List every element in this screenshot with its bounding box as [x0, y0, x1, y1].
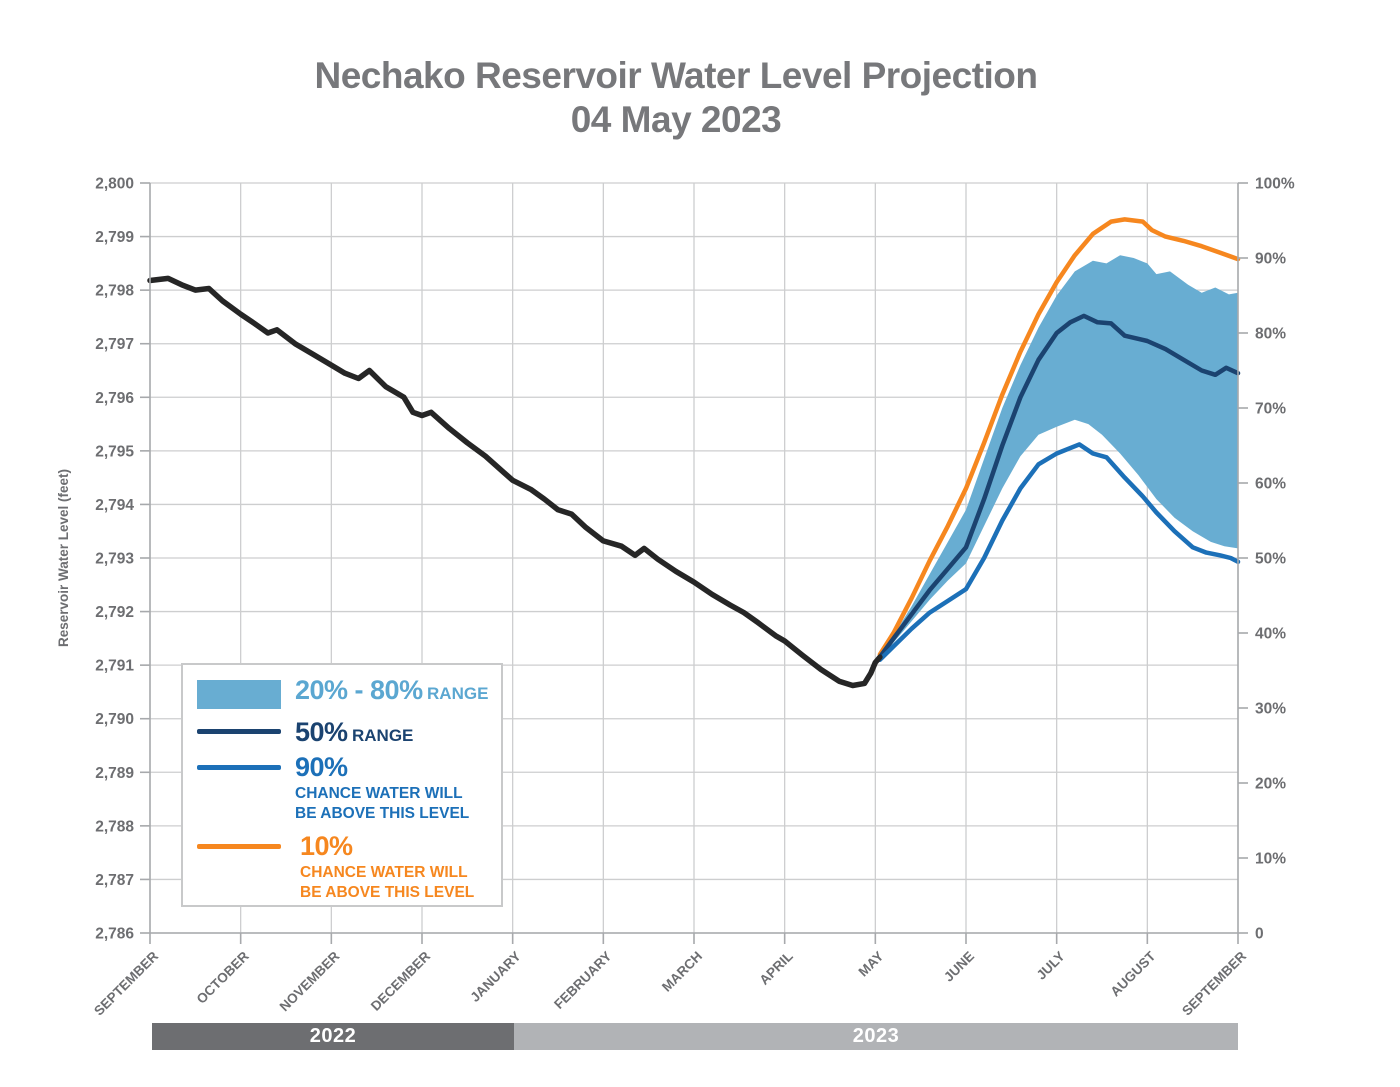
y-left-tick-label: 2,796	[95, 390, 134, 407]
y-left-tick-label: 2,794	[95, 497, 134, 514]
x-month-tick-label: JUNE	[941, 949, 977, 985]
legend-10-label: 10%	[300, 831, 353, 861]
x-month-tick-label: AUGUST	[1108, 948, 1159, 999]
y-right-tick-label: 10%	[1255, 851, 1286, 868]
x-month-tick-label: OCTOBER	[194, 948, 252, 1006]
y-right-tick-label: 20%	[1255, 776, 1286, 793]
y-right-tick-label: 0	[1255, 926, 1264, 943]
x-month-tick-label: JULY	[1034, 949, 1068, 983]
y-left-tick-label: 2,790	[95, 711, 134, 728]
legend-20-80-suffix: RANGE	[427, 684, 489, 703]
y-right-tick-label: 50%	[1255, 551, 1286, 568]
y-right-tick-label: 90%	[1255, 251, 1286, 268]
x-month-tick-label: DECEMBER	[368, 948, 433, 1013]
y-left-tick-label: 2,797	[95, 336, 134, 353]
year-2023-label: 2023	[852, 1025, 900, 1047]
chart-title: Nechako Reservoir Water Level Projection…	[0, 54, 1352, 143]
chart-title-date: 04 May 2023	[570, 99, 782, 141]
x-month-tick-label: NOVEMBER	[277, 948, 343, 1014]
series-observed-water-level	[147, 275, 883, 689]
legend-item-50-range: 50% RANGE	[295, 717, 413, 748]
y-left-tick-label: 2,793	[95, 551, 134, 568]
x-month-tick-label: MARCH	[659, 949, 705, 995]
legend-50pct-line-swatch	[197, 729, 281, 734]
band-20-80-range	[879, 255, 1238, 661]
y-left-tick-label: 2,800	[95, 176, 134, 193]
year-bar-2023: 2023	[514, 1023, 1238, 1050]
legend-90-label: 90%	[295, 752, 348, 782]
series-projection-10pct-exceedance	[877, 217, 1241, 657]
legend-item-90-chance: 90% CHANCE WATER WILL BE ABOVE THIS LEVE…	[295, 752, 469, 823]
legend-90-sub1: CHANCE WATER WILL	[295, 785, 463, 802]
y-left-tick-label: 2,798	[95, 283, 134, 300]
legend-band-swatch	[197, 680, 281, 709]
chart-title-line1: Nechako Reservoir Water Level Projection	[314, 55, 1038, 96]
y-right-tick-label: 60%	[1255, 476, 1286, 493]
series-projection-90pct-exceedance	[877, 442, 1241, 663]
x-month-tick-label: JANUARY	[467, 949, 523, 1005]
x-month-tick-label: SEPTEMBER	[91, 948, 161, 1018]
legend-50-label: 50%	[295, 717, 348, 747]
legend-10-sub1: CHANCE WATER WILL	[300, 864, 468, 881]
legend-90pct-line-swatch	[197, 765, 281, 770]
legend-10pct-line-swatch	[197, 844, 281, 849]
series-projection-50pct-range	[877, 313, 1241, 660]
y-left-tick-label: 2,788	[95, 818, 134, 835]
legend-50-suffix: RANGE	[352, 726, 414, 745]
x-month-tick-label: MAY	[856, 949, 887, 980]
year-2022-label: 2022	[309, 1025, 357, 1047]
y-right-tick-label: 80%	[1255, 326, 1286, 343]
y-left-tick-label: 2,792	[95, 604, 134, 621]
y-left-tick-label: 2,791	[95, 658, 134, 675]
y-axis-title: Reservoir Water Level (feet)	[56, 469, 71, 647]
y-right-tick-label: 40%	[1255, 626, 1286, 643]
y-right-tick-label: 30%	[1255, 701, 1286, 718]
legend-10-sub2: BE ABOVE THIS LEVEL	[300, 883, 475, 901]
x-month-tick-label: APRIL	[757, 949, 796, 988]
x-month-tick-label: SEPTEMBER	[1179, 948, 1249, 1018]
y-left-tick-label: 2,789	[95, 765, 134, 782]
x-month-tick-label: FEBRUARY	[551, 949, 614, 1012]
y-right-tick-label: 70%	[1255, 401, 1286, 418]
y-right-tick-label: 100%	[1255, 176, 1295, 193]
chart-legend: 20% - 80% RANGE 50% RANGE 90% CHANCE WAT…	[181, 663, 503, 907]
legend-90-sub2: BE ABOVE THIS LEVEL	[295, 804, 470, 822]
legend-20-80-label: 20% - 80%	[295, 675, 423, 705]
legend-item-10-chance: 10% CHANCE WATER WILL BE ABOVE THIS LEVE…	[300, 831, 474, 902]
year-bar-2022: 2022	[152, 1023, 514, 1050]
legend-item-20-80-range: 20% - 80% RANGE	[295, 675, 488, 706]
y-left-tick-label: 2,787	[95, 872, 134, 889]
y-left-tick-label: 2,799	[95, 229, 134, 246]
y-left-tick-label: 2,795	[95, 443, 134, 460]
year-timeline-bar: 2022 2023	[152, 1023, 1238, 1050]
y-left-tick-label: 2,786	[95, 926, 134, 943]
